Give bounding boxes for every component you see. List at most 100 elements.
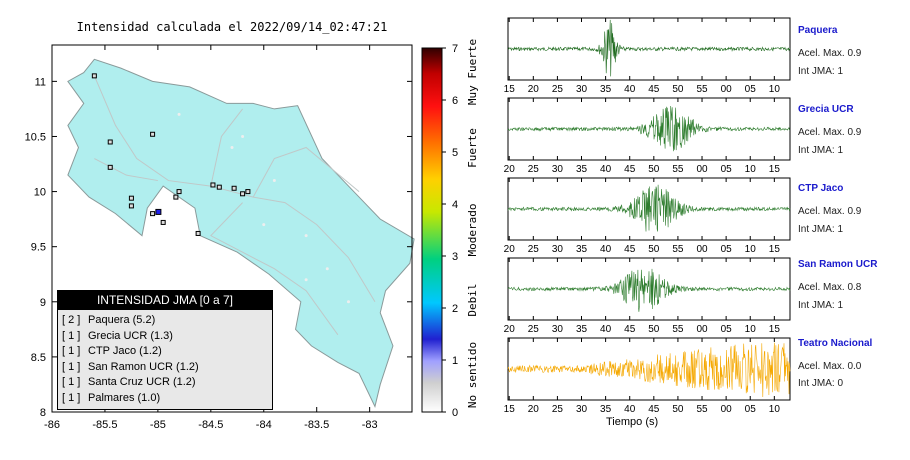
waveform-tick-label: 50 xyxy=(672,84,684,95)
legend-level: [ 1 ] xyxy=(62,391,81,404)
station-int: Int JMA: 0 xyxy=(798,378,844,389)
waveform-tick-label: 40 xyxy=(600,164,612,175)
waveform-tick-label: 50 xyxy=(648,244,660,255)
lat-tick-label: 9 xyxy=(40,297,46,309)
town-dot xyxy=(304,234,308,238)
legend-title: INTENSIDAD JMA [0 a 7] xyxy=(58,291,272,310)
legend-level: [ 1 ] xyxy=(62,360,81,373)
station-name: CTP Jaco xyxy=(798,183,844,194)
waveform-tick-label: 50 xyxy=(648,164,660,175)
station-marker xyxy=(150,131,156,137)
waveform-trace xyxy=(507,184,791,232)
legend-station: Paquera (5.2) xyxy=(88,314,156,326)
colorbar-band-label: Debil xyxy=(466,283,479,316)
town-dot xyxy=(272,179,276,183)
station-name: Grecia UCR xyxy=(798,104,854,115)
station-marker xyxy=(245,189,251,195)
waveform-panel: 20 25 30 35 40 45 50 55 00 05 10 15 xyxy=(504,97,791,175)
station-marker xyxy=(176,189,182,195)
colorbar-tick-label: 0 xyxy=(452,407,458,419)
station-name: San Ramon UCR xyxy=(798,259,878,270)
waveform-trace xyxy=(507,268,791,312)
waveform-tick-label: 35 xyxy=(576,164,588,175)
legend-level: [ 1 ] xyxy=(62,329,81,342)
waveform-tick-label: 40 xyxy=(600,324,612,335)
waveform-tick-label: 10 xyxy=(769,404,781,415)
colorbar-tick-label: 4 xyxy=(452,199,458,211)
legend-station: Santa Cruz UCR (1.2) xyxy=(88,376,196,388)
station-int: Int JMA: 1 xyxy=(798,224,844,235)
station-acel: Acel. Max. 0.9 xyxy=(798,127,862,138)
waveform-trace xyxy=(507,342,791,398)
town-dot xyxy=(177,112,181,116)
lat-tick-label: 8.5 xyxy=(31,352,46,364)
waveform-tick-label: 35 xyxy=(600,404,612,415)
lon-tick-label: -83.5 xyxy=(304,419,329,431)
legend-level: [ 1 ] xyxy=(62,376,81,388)
waveform-tick-label: 40 xyxy=(624,84,636,95)
station-marker xyxy=(128,203,134,209)
waveform-tick-label: 45 xyxy=(624,244,636,255)
station-marker xyxy=(240,191,246,197)
waveform-tick-label: 10 xyxy=(745,244,757,255)
waveform-tick-label: 05 xyxy=(721,164,733,175)
station-marker xyxy=(173,194,179,200)
waveform-tick-label: 20 xyxy=(504,244,516,255)
station-int: Int JMA: 1 xyxy=(798,145,844,156)
waveform-tick-label: 15 xyxy=(769,244,781,255)
legend-station: Palmares (1.0) xyxy=(88,391,161,404)
waveform-tick-label: 25 xyxy=(528,324,540,335)
colorbar-tick-label: 2 xyxy=(452,303,458,315)
waveform-tick-label: 10 xyxy=(745,164,757,175)
waveform-tick-label: 50 xyxy=(672,404,684,415)
legend-item: [ 1 ] Santa Cruz UCR (1.2) xyxy=(58,375,272,391)
lon-tick-label: -84.5 xyxy=(198,419,223,431)
waveform-tick-label: 30 xyxy=(552,324,564,335)
town-dot xyxy=(262,223,266,227)
waveform-tick-label: 30 xyxy=(552,164,564,175)
legend-item: [ 1 ] Grecia UCR (1.3) xyxy=(58,329,272,345)
waveform-panel: 20 25 30 35 40 45 50 55 00 05 10 15 xyxy=(504,177,791,255)
waveform-tick-label: 15 xyxy=(504,84,516,95)
waveform-tick-label: 30 xyxy=(576,404,588,415)
legend-item: [ 1 ] CTP Jaco (1.2) xyxy=(58,344,272,360)
legend-level: [ 1 ] xyxy=(62,345,81,357)
legend-item: [ 1 ] San Ramon UCR (1.2) xyxy=(58,360,272,376)
waveform-tick-label: 55 xyxy=(672,324,684,335)
waveform-tick-label: 05 xyxy=(745,404,757,415)
town-dot xyxy=(241,134,245,138)
waveform-tick-label: 15 xyxy=(504,404,516,415)
road-line xyxy=(210,202,339,336)
waveform-tick-label: 05 xyxy=(745,84,757,95)
legend-station: CTP Jaco (1.2) xyxy=(88,345,162,357)
waveform-tick-label: 30 xyxy=(576,84,588,95)
waveform-tick-label: 00 xyxy=(696,324,708,335)
road-line xyxy=(93,75,376,303)
waveform-tick-label: 20 xyxy=(504,324,516,335)
waveform-tick-label: 45 xyxy=(624,164,636,175)
station-name: Teatro Nacional xyxy=(798,338,873,349)
waveform-panel: 15 20 25 30 35 40 45 50 55 00 05 10 xyxy=(504,337,791,415)
lat-tick-label: 10 xyxy=(34,187,46,199)
town-dot xyxy=(325,267,329,271)
waveform-tick-label: 05 xyxy=(721,244,733,255)
station-int: Int JMA: 1 xyxy=(798,300,844,311)
colorbar-band-label: Muy Fuerte xyxy=(466,39,479,105)
legend-item: [ 1 ] Palmares (1.0) xyxy=(58,391,272,407)
town-dot xyxy=(230,145,234,149)
waveform-tick-label: 45 xyxy=(648,404,660,415)
legend-station: San Ramon UCR (1.2) xyxy=(88,360,199,373)
colorbar-band-label: Fuerte xyxy=(466,128,479,168)
waveform-tick-label: 35 xyxy=(576,324,588,335)
waveform-tick-label: 25 xyxy=(528,164,540,175)
waveform-tick-label: 55 xyxy=(696,84,708,95)
colorbar-tick-label: 1 xyxy=(452,355,458,367)
waveform-tick-label: 50 xyxy=(648,324,660,335)
colorbar-band-label: Moderado xyxy=(466,204,479,257)
waveform-tick-label: 55 xyxy=(696,404,708,415)
lat-tick-label: 10.5 xyxy=(25,131,46,143)
road-line xyxy=(210,108,243,187)
lat-tick-label: 8 xyxy=(40,407,46,419)
station-marker xyxy=(195,230,201,236)
lat-tick-label: 9.5 xyxy=(31,242,46,254)
